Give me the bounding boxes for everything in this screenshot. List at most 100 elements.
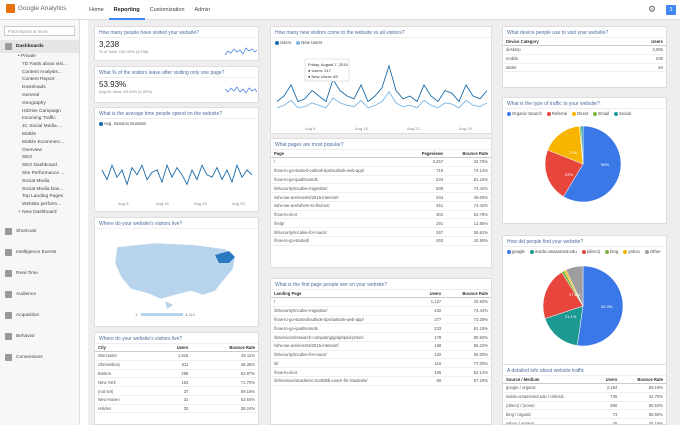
sidebar-item-9[interactable]: Mobile: [22, 131, 37, 137]
sidebar-item-13[interactable]: SEO Dashboard: [22, 163, 57, 169]
sidebar-item-10[interactable]: Mobile Ecommerc...: [22, 139, 65, 145]
table-row[interactable]: /it/services/research-computing/graphpad…: [271, 332, 491, 342]
table-row[interactable]: Worcester 1,916 49.11%: [95, 351, 258, 361]
sidebar-item-16[interactable]: Social Media Das...: [22, 186, 64, 192]
table-row[interactable]: /how-to-do-it 106 52.14%: [271, 367, 491, 378]
table-row[interactable]: mobile 539: [503, 54, 666, 64]
legend-item[interactable]: yahoo: [623, 249, 640, 254]
sidebar-section-real-time[interactable]: Real-Time: [0, 263, 79, 284]
table-row[interactable]: tablet 84: [503, 63, 666, 73]
column-header[interactable]: Users: [594, 376, 621, 384]
app-logo[interactable]: Google Analytics: [6, 4, 66, 13]
column-header[interactable]: Pageviews: [407, 150, 447, 158]
sidebar-item-17[interactable]: Top Landing Pages: [22, 194, 64, 200]
gear-icon[interactable]: ⚙: [648, 4, 657, 14]
sidebar-item-2[interactable]: Content Report: [22, 77, 55, 83]
tab-customization[interactable]: Customization: [149, 7, 185, 13]
tab-admin[interactable]: Admin: [194, 7, 211, 13]
column-header[interactable]: Users: [615, 38, 666, 46]
legend-item[interactable]: bing: [605, 249, 618, 254]
pie-slice[interactable]: [547, 125, 584, 165]
sidebar-item-5[interactable]: Geography: [22, 100, 46, 106]
legend-item[interactable]: inside.umassmed.edu: [529, 249, 577, 254]
column-header[interactable]: Bounce Rate: [446, 150, 491, 158]
sidebar-item-18[interactable]: Website perform...: [22, 202, 62, 208]
sidebar-section-shortcuts[interactable]: Shortcuts: [0, 221, 79, 242]
legend-item[interactable]: Organic Search: [507, 111, 542, 116]
legend-item[interactable]: google: [507, 249, 525, 254]
legend-item[interactable]: (direct): [581, 249, 600, 254]
table-row[interactable]: /how-to-go-started/263 42.55%: [271, 236, 491, 246]
column-header[interactable]: Source / Medium: [503, 376, 595, 384]
pie-slice[interactable]: [544, 305, 584, 346]
sidebar-section-conversions[interactable]: Conversions: [0, 347, 79, 368]
column-header[interactable]: Page: [271, 150, 408, 158]
table-row[interactable]: /3,257 32.75%: [271, 157, 491, 167]
table-row[interactable]: /it/Services/academic-tools/Bb-Learn-for…: [271, 376, 491, 386]
column-header[interactable]: Landing Page: [271, 290, 419, 298]
sidebar-item-0[interactable]: 7D Fasts about visi...: [22, 61, 67, 67]
column-header[interactable]: Bounce Rate: [620, 376, 666, 384]
sidebar-item-dashboards[interactable]: Dashboards: [0, 40, 79, 53]
table-row[interactable]: New Haven 31 63.64%: [95, 395, 258, 405]
column-header[interactable]: City: [95, 344, 155, 352]
tab-reporting[interactable]: Reporting: [108, 0, 145, 20]
table-row[interactable]: inside.umassmed.edu / referral 735 42.70%: [503, 392, 666, 402]
pie-slice[interactable]: [563, 125, 622, 203]
legend-item[interactable]: Referral: [546, 111, 567, 116]
column-header[interactable]: Users: [418, 290, 445, 298]
sidebar-item-12[interactable]: SEO: [22, 155, 33, 161]
table-row[interactable]: (not set) 37 59.18%: [95, 386, 258, 396]
table-row[interactable]: /help/291 13.55%: [271, 218, 491, 229]
sidebar-private[interactable]: • Private: [18, 54, 36, 59]
sidebar-item-7[interactable]: Incoming Traffic: [22, 116, 56, 122]
table-row[interactable]: (direct) / (none) 690 55.53%: [503, 401, 666, 411]
legend-item[interactable]: Direct: [572, 111, 588, 116]
sidebar-item-14[interactable]: Site Performance ...: [22, 170, 65, 176]
table-row[interactable]: New York 153 71.70%: [95, 377, 258, 388]
table-row[interactable]: Boston 286 62.97%: [95, 369, 258, 379]
table-row[interactable]: /how-to-go-started-outlook-tips/outlook-…: [271, 166, 491, 176]
tab-home[interactable]: Home: [89, 7, 104, 13]
table-row[interactable]: google / organic 2,184 59.19%: [503, 383, 666, 393]
table-row[interactable]: desktop 3,055: [503, 45, 666, 55]
sidebar-item-1[interactable]: Content Analysis...: [22, 69, 62, 75]
sidebar-item-6[interactable]: HiDrive Campaign: [22, 108, 61, 114]
table-row[interactable]: /it/security/mcafee-for-macs/132 55.00%: [271, 350, 491, 360]
pie-slice[interactable]: [544, 149, 584, 197]
search-input[interactable]: Find reports & more: [4, 26, 75, 36]
table-row[interactable]: /how-to-go-ipad/soonds 233 81.19%: [271, 323, 491, 334]
sidebar-section-intelligence-events[interactable]: Intelligence Events: [0, 242, 79, 263]
column-header[interactable]: Bounce Rate: [444, 290, 491, 298]
sidebar-section-audience[interactable]: Audience: [0, 284, 79, 305]
column-header[interactable]: Device Category: [503, 38, 616, 46]
table-row[interactable]: /who-we-are/where-to-find-us/451 74.42%: [271, 201, 491, 211]
legend-item[interactable]: Email: [593, 111, 609, 116]
table-row[interactable]: /it/security/mcafee-migration/509 74.42%: [271, 183, 491, 194]
pie-slice[interactable]: [565, 265, 584, 307]
column-header[interactable]: Users: [154, 344, 192, 352]
table-row[interactable]: Shrewsbury 511 46.35%: [95, 360, 258, 370]
sidebar-section-behavior[interactable]: Behavior: [0, 326, 79, 347]
table-row[interactable]: /how-to-go-started/outlook-tips/outlook-…: [271, 315, 491, 325]
legend-item[interactable]: Other: [644, 249, 661, 254]
legend-item[interactable]: Social: [614, 111, 631, 116]
table-row[interactable]: /1,127 32.83%: [271, 297, 491, 307]
table-row[interactable]: yahoo / organic 45 45.16%: [503, 418, 666, 424]
table-row[interactable]: /it/security/mcafee-migration/432 74.44%: [271, 306, 491, 316]
table-row[interactable]: /who-we-are/events/2015-intersort/344 49.…: [271, 192, 491, 202]
table-row[interactable]: /it/115 77.00%: [271, 358, 491, 369]
table-row[interactable]: /who-we-are/events/2015-intersort/168 55.…: [271, 341, 491, 351]
sidebar-section-acquisition[interactable]: Acquisition: [0, 305, 79, 326]
pie-slice[interactable]: [576, 265, 624, 347]
sidebar-item-15[interactable]: Social Media: [22, 178, 50, 184]
pie-slice[interactable]: [580, 125, 584, 165]
table-row[interactable]: Holden 30 38.24%: [95, 404, 258, 414]
sidebar-item-8[interactable]: JC Social Media ...: [22, 124, 62, 130]
sidebar-item-4[interactable]: General: [22, 92, 40, 98]
column-header[interactable]: Bounce Rate: [191, 344, 258, 352]
sidebar-item-11[interactable]: Overview: [22, 147, 42, 153]
table-row[interactable]: /it/security/mcafee-for-macs/267 55.61%: [271, 227, 491, 238]
notification-icon[interactable]: 3: [666, 5, 676, 15]
new-dashboard-link[interactable]: + New Dashboard: [18, 209, 57, 215]
